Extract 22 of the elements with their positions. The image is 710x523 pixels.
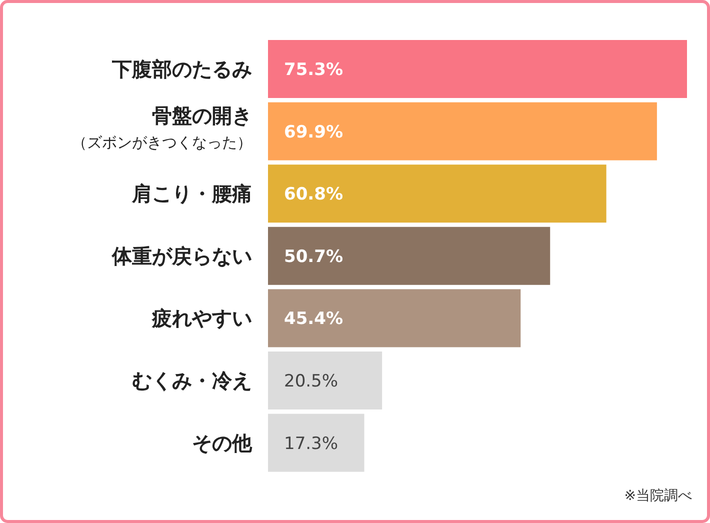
bar — [268, 40, 687, 98]
bar — [268, 414, 364, 472]
y-tick-label: 肩こり・腰痛 — [131, 182, 252, 206]
y-tick-label: 下腹部のたるみ — [111, 57, 252, 81]
data-label: 45.4% — [284, 309, 343, 330]
bar — [268, 164, 606, 223]
y-tick-label: 体重が戻らない — [111, 244, 252, 268]
bar — [268, 226, 550, 285]
data-label: 75.3% — [284, 60, 343, 80]
bar — [268, 289, 521, 348]
data-label: 69.9% — [284, 122, 343, 142]
text: ※当院調べ — [624, 488, 692, 504]
y-tick-label: 疲れやすい — [151, 306, 252, 330]
y-tick-label: むくみ・冷え — [132, 368, 252, 392]
data-label: 20.5% — [284, 371, 338, 392]
bar — [268, 352, 382, 410]
y-tick-label: 骨盤の開き（ズボンがきつくなった） — [72, 103, 252, 152]
data-label: 17.3% — [284, 434, 338, 454]
bar — [268, 102, 657, 160]
y-tick-label: その他 — [192, 430, 253, 455]
data-label: 60.8% — [284, 184, 343, 205]
data-label: 50.7% — [284, 246, 343, 267]
